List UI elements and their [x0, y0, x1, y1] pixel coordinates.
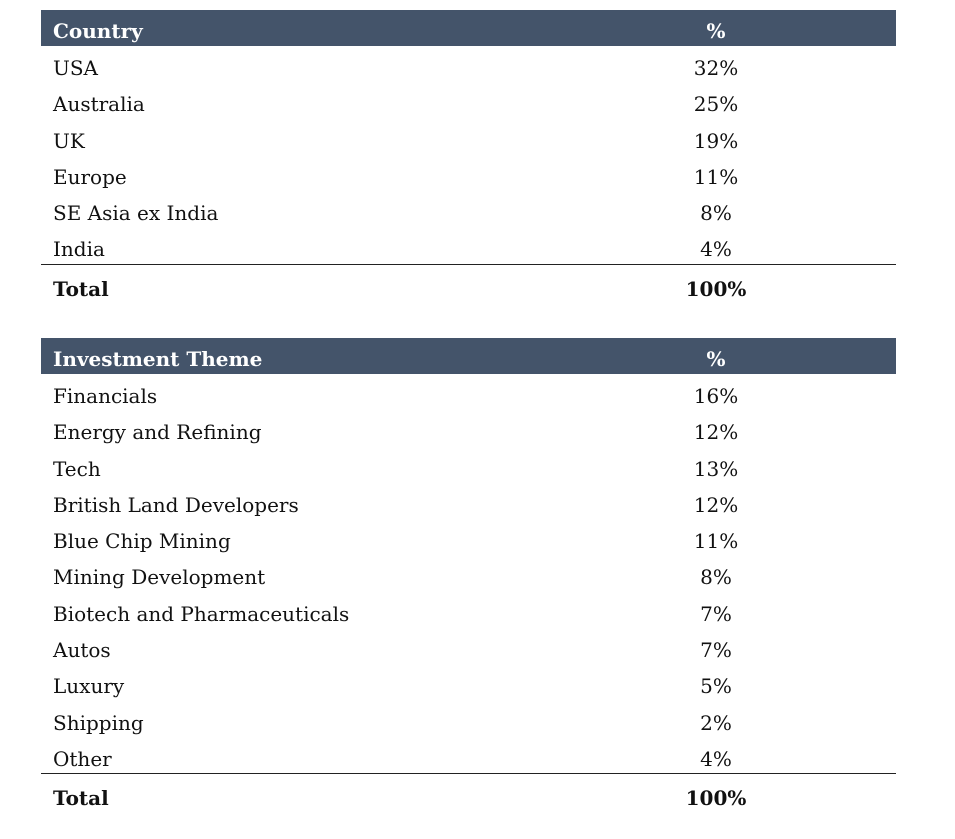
row-value: 4%: [700, 746, 732, 771]
table-row: USA 32%: [41, 46, 896, 82]
row-value: 19%: [693, 128, 739, 153]
row-label: Blue Chip Mining: [53, 529, 231, 554]
table-row: UK 19%: [41, 119, 896, 155]
table-row: India 4%: [41, 227, 896, 263]
row-value: 5%: [700, 674, 732, 699]
table-total-row: Total 100%: [41, 773, 896, 814]
row-value: 7%: [700, 601, 732, 626]
column-header-country: Country: [53, 19, 143, 43]
row-value: 12%: [693, 492, 739, 517]
row-label: Europe: [53, 164, 127, 189]
row-label: Biotech and Pharmaceuticals: [53, 601, 350, 626]
table-header: Investment Theme %: [41, 338, 896, 374]
table-row: SE Asia ex India 8%: [41, 191, 896, 227]
row-label: SE Asia ex India: [53, 201, 219, 226]
row-value: 12%: [693, 420, 739, 445]
row-value: 7%: [700, 638, 732, 663]
row-value: 2%: [700, 710, 732, 735]
total-label: Total: [53, 786, 109, 811]
table-row: Europe 11%: [41, 155, 896, 191]
table-row: Luxury 5%: [41, 664, 896, 700]
table-row: Mining Development 8%: [41, 555, 896, 591]
row-value: 25%: [693, 92, 739, 117]
table-row: Financials 16%: [41, 374, 896, 410]
row-label: India: [53, 237, 105, 262]
table-header: Country %: [41, 10, 896, 46]
row-label: Energy and Refining: [53, 420, 262, 445]
row-label: UK: [53, 128, 85, 153]
total-value: 100%: [685, 276, 747, 301]
investment-theme-table: Investment Theme % Financials 16% Energy…: [41, 338, 896, 814]
row-value: 13%: [693, 456, 739, 481]
column-header-percent: %: [706, 347, 726, 371]
column-header-investment-theme: Investment Theme: [53, 347, 263, 371]
row-label: Shipping: [53, 710, 144, 735]
table-row: British Land Developers 12%: [41, 483, 896, 519]
table-row: Blue Chip Mining 11%: [41, 519, 896, 555]
row-label: Tech: [53, 456, 101, 481]
row-label: British Land Developers: [53, 492, 299, 517]
row-value: 8%: [700, 201, 732, 226]
table-row: Tech 13%: [41, 447, 896, 483]
table-row: Biotech and Pharmaceuticals 7%: [41, 592, 896, 628]
row-label: Australia: [53, 92, 145, 117]
row-value: 11%: [693, 529, 739, 554]
row-value: 11%: [693, 164, 739, 189]
row-label: Mining Development: [53, 565, 266, 590]
total-value: 100%: [685, 786, 747, 811]
row-label: Financials: [53, 384, 158, 408]
row-label: USA: [53, 56, 98, 80]
column-header-percent: %: [706, 19, 726, 43]
country-allocation-table: Country % USA 32% Australia 25% UK 19% E…: [41, 10, 896, 305]
table-total-row: Total 100%: [41, 263, 896, 305]
table-row: Australia 25%: [41, 82, 896, 118]
row-value: 16%: [693, 384, 739, 408]
table-row: Other 4%: [41, 737, 896, 773]
table-row: Autos 7%: [41, 628, 896, 664]
row-value: 8%: [700, 565, 732, 590]
table-row: Energy and Refining 12%: [41, 410, 896, 446]
row-label: Autos: [53, 638, 111, 663]
row-value: 4%: [700, 237, 732, 262]
row-value: 32%: [693, 56, 739, 80]
table-row: Shipping 2%: [41, 701, 896, 737]
row-label: Other: [53, 746, 112, 771]
row-label: Luxury: [53, 674, 125, 699]
total-label: Total: [53, 276, 109, 301]
